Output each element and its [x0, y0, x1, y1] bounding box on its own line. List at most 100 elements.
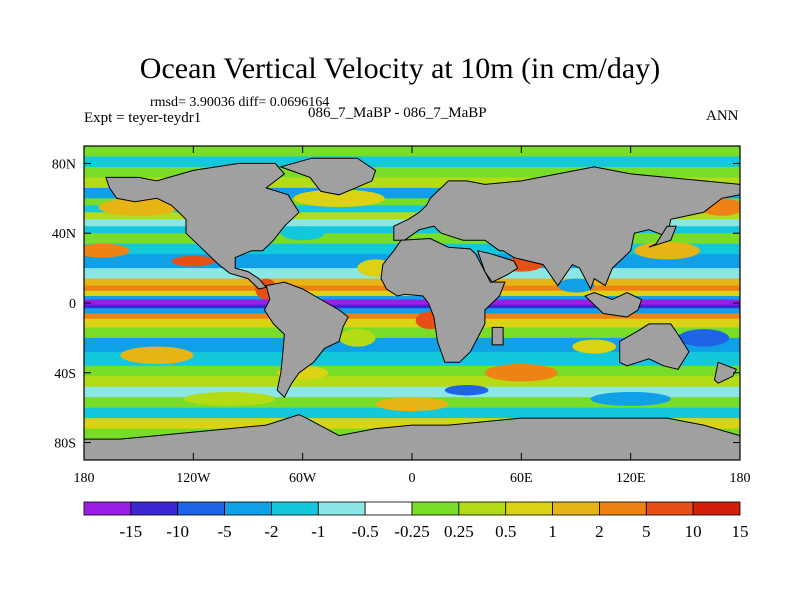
- y-tick-label: 40N: [52, 227, 76, 242]
- y-tick-label: 80S: [54, 437, 76, 452]
- chart-title: Ocean Vertical Velocity at 10m (in cm/da…: [139, 52, 661, 85]
- field-band: [84, 156, 740, 168]
- colorbar-swatch: [83, 501, 132, 516]
- land-africa: [380, 237, 506, 363]
- y-tick-label: 40S: [54, 367, 76, 382]
- field-patch: [98, 198, 179, 216]
- colorbar-swatch: [224, 501, 272, 516]
- land-mask: [84, 157, 740, 460]
- colorbar-label: -10: [166, 522, 189, 541]
- field-patch: [171, 255, 216, 267]
- colorbar: -15 -10 -5 -2 -1 -0.5 -0.25 0.25 0.5 1 2 5 10 15: [83, 501, 749, 541]
- field-band: [84, 313, 740, 320]
- colorbar-label: 2: [595, 522, 604, 541]
- land-eurasia: [393, 166, 740, 291]
- field-band: [84, 166, 740, 178]
- colorbar-label: -0.5: [352, 522, 379, 541]
- x-tick-label: 60E: [510, 471, 533, 486]
- colorbar-swatch: [317, 501, 366, 516]
- colorbar-swatch: [458, 501, 507, 516]
- field-band: [84, 205, 740, 213]
- field-patch: [572, 339, 617, 354]
- field-patch: [375, 397, 449, 412]
- colorbar-swatch: [599, 501, 647, 516]
- colorbar-label: -5: [217, 522, 231, 541]
- land-madagascar: [491, 326, 504, 346]
- y-tick-label: 0: [69, 297, 76, 312]
- colorbar-label: 5: [642, 522, 651, 541]
- colorbar-label: -2: [264, 522, 278, 541]
- colorbar-label: 10: [685, 522, 702, 541]
- field-band: [84, 304, 740, 309]
- colorbar-swatch: [364, 501, 413, 516]
- colorbar-label: 15: [732, 522, 749, 541]
- colorbar-swatch: [505, 501, 553, 516]
- field-band: [84, 386, 740, 398]
- colorbar-swatch: [411, 501, 460, 516]
- land-new-zealand: [713, 361, 738, 384]
- x-tick-label: 60W: [289, 471, 317, 486]
- land-japan: [648, 225, 677, 248]
- field-band: [84, 212, 740, 220]
- field-patch: [444, 384, 489, 396]
- field-patch: [678, 329, 730, 347]
- field-patch: [120, 346, 194, 365]
- x-tick-label: 0: [409, 471, 416, 486]
- land-south-america: [263, 281, 349, 399]
- colorbar-swatch: [271, 501, 319, 516]
- colorbar-label: 0.25: [444, 522, 474, 541]
- land-arabia: [476, 250, 519, 283]
- colorbar-label: 1: [548, 522, 557, 541]
- field-band: [84, 308, 740, 314]
- colorbar-swatch: [692, 501, 741, 516]
- field-band: [84, 418, 740, 430]
- colorbar-swatch: [177, 501, 225, 516]
- x-tick-label: 120E: [616, 471, 646, 486]
- x-tick-label: 180: [74, 471, 95, 486]
- land-north-america: [105, 162, 300, 290]
- field-band: [84, 233, 740, 245]
- x-axis: 180 120W 60W 0 60E 120E 180: [74, 146, 751, 486]
- field-band: [84, 198, 740, 206]
- field-band: [84, 376, 740, 388]
- land-australia: [619, 323, 690, 370]
- field-patch: [634, 241, 700, 260]
- stats-label: rmsd= 3.90036 diff= 0.0696164: [150, 95, 330, 110]
- field-band: [84, 177, 740, 189]
- field-patch: [293, 189, 385, 208]
- colorbar-label: -0.25: [394, 522, 429, 541]
- field-band: [84, 296, 740, 301]
- field-patch: [84, 243, 130, 258]
- land-greenland: [279, 157, 377, 196]
- land-antarctica: [84, 414, 740, 460]
- field-band: [84, 299, 740, 306]
- field-patch: [557, 278, 595, 293]
- colorbar-swatch: [645, 501, 694, 516]
- field-band: [84, 318, 740, 328]
- field-band: [84, 365, 740, 377]
- experiment-label: Expt = teyer-teydr1: [84, 110, 202, 126]
- land-indonesia: [584, 291, 643, 318]
- x-tick-label: 180: [730, 471, 751, 486]
- field-band: [84, 351, 740, 367]
- map-plot: [84, 146, 740, 460]
- colorbar-label: 0.5: [495, 522, 516, 541]
- field-band: [84, 187, 740, 199]
- field-patch: [280, 226, 325, 241]
- field-band: [84, 407, 740, 419]
- field-patch: [339, 329, 376, 347]
- x-tick-label: 120W: [176, 471, 211, 486]
- colorbar-label: -1: [311, 522, 325, 541]
- y-axis: 80N 40N 0 40S 80S: [52, 157, 740, 452]
- field-patch: [484, 364, 558, 382]
- colorbar-label: -15: [120, 522, 143, 541]
- field-patch: [184, 391, 276, 406]
- colorbar-swatch: [552, 501, 600, 516]
- season-label: ANN: [706, 108, 739, 124]
- runs-label: 086_7_MaBP - 086_7_MaBP: [308, 105, 487, 121]
- y-tick-label: 80N: [52, 157, 76, 172]
- field-band: [84, 327, 740, 339]
- colorbar-swatch: [130, 501, 179, 516]
- field-patch: [590, 391, 671, 406]
